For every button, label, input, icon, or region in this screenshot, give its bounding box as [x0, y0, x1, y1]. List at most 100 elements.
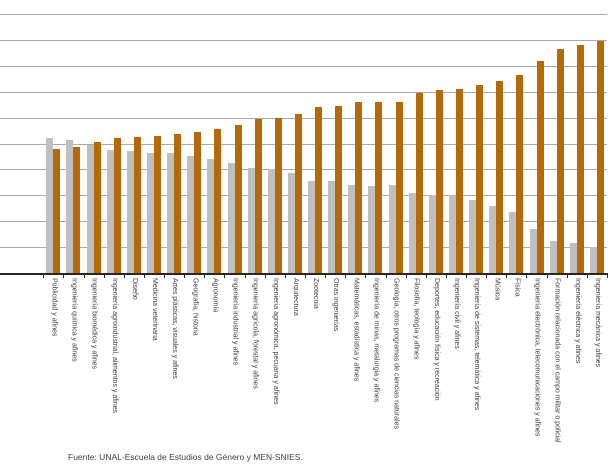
x-axis-tick: [546, 274, 548, 278]
category-label: Deportes, educación física y recreación: [432, 278, 440, 401]
x-axis-tick: [143, 274, 145, 278]
gray-bar: [126, 151, 134, 273]
x-axis-tick: [526, 274, 528, 278]
x-axis-tick: [566, 274, 568, 278]
gray-bar: [167, 152, 175, 273]
x-axis-tick: [164, 274, 166, 278]
gridline: [0, 221, 607, 223]
category-label: Arquitectura: [291, 278, 299, 316]
orange-bar: [516, 74, 524, 273]
category-label: Geografía, historia: [191, 278, 199, 336]
gray-bar: [287, 173, 295, 273]
gray-bar: [489, 205, 497, 273]
orange-bar: [556, 48, 564, 273]
gridline: [0, 169, 607, 171]
x-axis-tick: [264, 274, 266, 278]
x-axis-tick: [506, 274, 508, 278]
orange-bar: [274, 117, 282, 273]
gray-bar: [368, 186, 376, 273]
gray-bar: [187, 156, 195, 273]
gray-bar: [348, 184, 356, 273]
category-label: Publicidad y afines: [50, 278, 58, 337]
x-axis-tick: [63, 274, 65, 278]
category-label: Artes plásticas, visuales y afines: [171, 278, 179, 379]
x-axis-tick: [204, 274, 206, 278]
category-label: Ingeniería agroindustrial, alimentos y a…: [110, 278, 118, 414]
orange-bar: [596, 41, 604, 273]
gray-bar: [408, 192, 416, 273]
gray-bar: [328, 181, 336, 273]
category-label: Ingeniería de minas, metalurgia y afines: [372, 278, 380, 403]
x-axis-tick: [83, 274, 85, 278]
gridline: [0, 117, 607, 119]
gray-bar: [469, 200, 477, 273]
x-axis-tick: [425, 274, 427, 278]
category-label: Ingeniería civil y afines: [453, 278, 460, 349]
orange-bar: [154, 135, 162, 273]
category-label: Filosofía, teología y afines: [412, 278, 420, 360]
gray-bar: [66, 139, 74, 273]
gridline: [0, 91, 607, 93]
x-axis-tick: [325, 274, 327, 278]
x-axis-tick: [405, 274, 407, 278]
category-label: Ingeniería química y afines: [70, 278, 78, 362]
gray-bar: [86, 144, 94, 273]
orange-bar: [174, 134, 182, 273]
x-axis-tick: [103, 274, 105, 278]
orange-bar: [214, 129, 222, 273]
orange-bar: [254, 118, 262, 273]
gray-bar: [147, 152, 155, 273]
orange-bar: [194, 131, 202, 273]
category-label: Geología, otros programas de ciencias na…: [392, 278, 400, 429]
gray-bar: [428, 195, 436, 273]
gray-bar: [106, 149, 114, 273]
gray-bar: [46, 138, 54, 273]
x-axis-tick: [123, 274, 125, 278]
category-label: Agronomía: [211, 278, 219, 313]
category-label: Zootecnia: [312, 278, 320, 309]
orange-bar: [496, 81, 504, 273]
x-axis-tick: [305, 274, 307, 278]
orange-bar: [234, 125, 242, 273]
x-axis-tick: [445, 274, 447, 278]
x-axis-tick: [586, 274, 588, 278]
category-label: Física: [513, 278, 521, 297]
x-axis-tick: [385, 274, 387, 278]
gray-bar: [308, 181, 316, 273]
x-axis-tick: [184, 274, 186, 278]
gray-bar: [509, 212, 517, 273]
gridline: [0, 39, 607, 41]
category-label: Ingeniería agrícola, forestal y afines: [251, 278, 259, 389]
gridline: [0, 65, 607, 67]
category-label: Ingeniería industrial y afines: [231, 278, 239, 366]
gray-bar: [569, 243, 577, 273]
orange-bar: [476, 85, 484, 273]
gray-bar: [589, 247, 597, 273]
category-label: Diseño: [130, 278, 138, 300]
x-axis-tick: [486, 274, 488, 278]
source-note: Fuente: UNAL-Escuela de Estudios de Géne…: [68, 452, 303, 462]
orange-bar: [536, 60, 544, 273]
category-label: Ingeniería electrónica, telecomunicacion…: [533, 278, 541, 437]
category-label: Ingeniería biomédica y afines: [90, 278, 98, 370]
orange-bar: [456, 89, 463, 273]
x-axis-tick: [224, 274, 226, 278]
gridline: [0, 143, 607, 145]
orange-bar: [93, 142, 101, 273]
gray-bar: [529, 228, 537, 273]
x-axis-tick: [244, 274, 246, 278]
x-axis-tick: [365, 274, 367, 278]
orange-bar: [576, 45, 584, 273]
gray-bar: [267, 169, 275, 273]
orange-bar: [395, 102, 403, 273]
category-label: Matemáticas, estadística y afines: [352, 278, 360, 382]
category-label: Ingeniería agronómica, pecuaria y afines: [271, 278, 279, 405]
gray-bar: [247, 168, 255, 273]
gray-bar: [449, 195, 456, 273]
x-axis-tick: [607, 274, 608, 278]
orange-bar: [53, 148, 61, 273]
orange-bar: [375, 102, 383, 273]
gray-bar: [227, 162, 235, 273]
category-label: Ingeniería eléctrica y afines: [573, 278, 581, 364]
